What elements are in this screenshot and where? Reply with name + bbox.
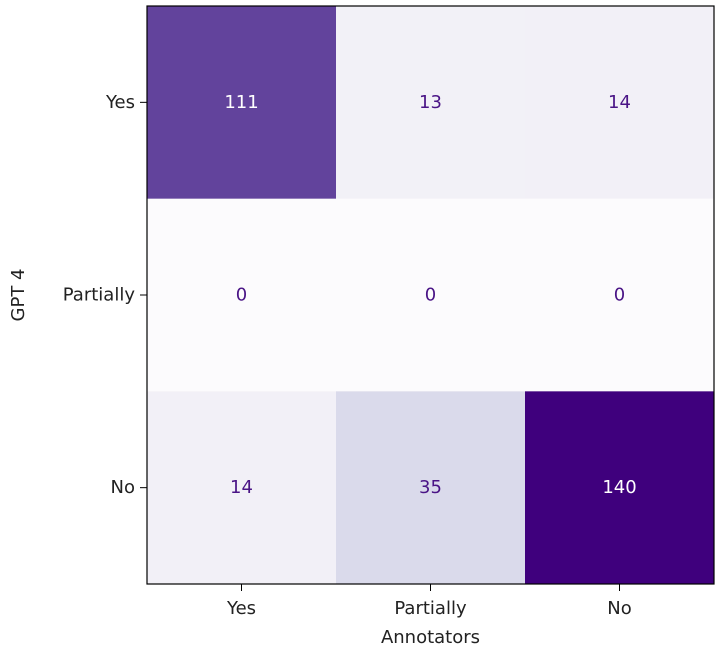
y-axis-title: GPT 4 <box>8 269 29 322</box>
y-tick-label-0: Yes <box>105 92 135 113</box>
heatmap-cell-r0-c1 <box>336 6 526 200</box>
cell-value-r0-c1: 13 <box>419 92 442 113</box>
cell-value-r0-c0: 111 <box>224 92 258 113</box>
y-tick-label-1: Partially <box>63 285 136 306</box>
heatmap-cell-r2-c1 <box>336 391 526 585</box>
x-tick-label-1: Partially <box>394 598 467 619</box>
cell-value-r1-c2: 0 <box>614 285 625 306</box>
heatmap-cell-r2-c0 <box>147 391 337 585</box>
y-tick-label-2: No <box>111 477 135 498</box>
cell-value-r1-c1: 0 <box>425 285 436 306</box>
cell-value-r2-c1: 35 <box>419 477 442 498</box>
cell-value-r0-c2: 14 <box>608 92 631 113</box>
x-axis-ticks: Yes Partially No <box>226 584 632 619</box>
x-axis-title: Annotators <box>381 627 480 647</box>
y-axis-ticks: Yes Partially No <box>63 92 147 498</box>
cell-value-r2-c2: 140 <box>602 477 636 498</box>
cell-value-r1-c0: 0 <box>236 285 247 306</box>
cell-value-r2-c0: 14 <box>230 477 253 498</box>
heatmap-cell-r0-c2 <box>525 6 715 200</box>
heatmap-cell-r2-c2 <box>525 391 715 585</box>
heatmap-cell-r1-c2 <box>525 198 715 392</box>
x-tick-label-2: No <box>607 598 631 619</box>
heatmap-cell-r1-c1 <box>336 198 526 392</box>
heatmap-cells: 111 13 140 0 014 35 140 <box>147 6 715 585</box>
heatmap-cell-r0-c0 <box>147 6 337 200</box>
x-tick-label-0: Yes <box>226 598 256 619</box>
heatmap-cell-r1-c0 <box>147 198 337 392</box>
